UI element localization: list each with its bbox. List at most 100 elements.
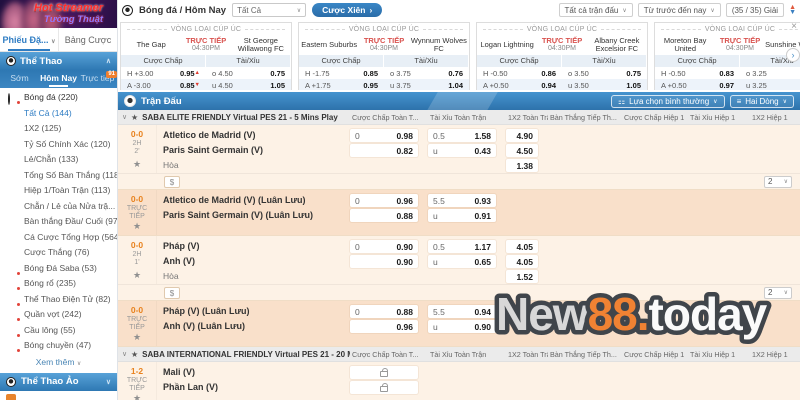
handicap-odds[interactable]: 0.97 [719, 80, 734, 90]
tab-live[interactable]: Trực tiếp 91 [78, 70, 117, 88]
over-under-line: o 3.25 [746, 68, 767, 78]
page-count-select[interactable]: 2 ∨ [764, 175, 792, 188]
over-under-odds[interactable]: 1.04 [448, 80, 463, 90]
card-odds-row: H -0.50 0.83 o 3.25 [655, 67, 800, 79]
sports-section-header[interactable]: Thể Thao ∧ [0, 52, 117, 70]
over-under-odds[interactable]: 0.75 [626, 68, 641, 78]
odds-slot [750, 380, 800, 395]
x12-odds-cell[interactable]: 4.90 [506, 129, 538, 142]
league-name: VÒNG LOẠI CÚP ÚC [299, 23, 469, 35]
favorite-star-icon[interactable]: ★ [132, 159, 142, 169]
star-icon[interactable]: ★ [131, 112, 139, 122]
favorite-star-icon[interactable]: ★ [132, 332, 142, 343]
sidebar-item[interactable]: Tổng Số Bàn Thắng (118) [0, 168, 117, 184]
handicap-odds-cell[interactable]: 0.88 [350, 209, 418, 222]
over-under-odds[interactable]: 1.05 [270, 80, 285, 90]
handicap-odds-cell[interactable]: 0 0.98 [350, 129, 418, 142]
sidebar-item-sport[interactable]: Bóng Đá Saba (53) [0, 261, 117, 277]
tab-bet-ticket[interactable]: Phiếu Đặ... ∨ [0, 28, 58, 51]
handicap-odds[interactable]: 0.94 [541, 80, 556, 90]
over-under-odds-cell[interactable]: u 0.90 [428, 320, 496, 334]
tab-early[interactable]: Sớm [10, 73, 29, 83]
favorite-star-icon[interactable]: ★ [132, 393, 142, 400]
handicap-odds[interactable]: 0.83 [719, 68, 734, 78]
favorite-star-icon[interactable]: ★ [132, 270, 142, 281]
sidebar-item[interactable]: Hiệp 1/Toàn Trận (113) [0, 183, 117, 199]
over-under-odds-cell[interactable]: 5.5 0.93 [428, 194, 496, 207]
handicap-odds[interactable]: 0.85 [363, 68, 378, 78]
handicap-odds-cell[interactable]: 0.82 [350, 144, 418, 157]
over-under-odds-cell[interactable]: 5.5 0.94 [428, 305, 496, 319]
sidebar-item-sport[interactable]: Quần vợt (242) [0, 307, 117, 323]
handicap-odds-cell[interactable]: 0 0.88 [350, 305, 418, 319]
handicap-odds-cell[interactable]: 0 0.96 [350, 194, 418, 207]
x12-odds-cell[interactable]: 1.52 [506, 270, 538, 284]
promo-banner[interactable]: Hot Streamer Tường Thuật [0, 0, 117, 28]
handicap-odds[interactable]: 0.95▲ [179, 68, 200, 78]
league-count-filter[interactable]: (35 / 35) Giải [725, 3, 785, 17]
favorite-star-icon[interactable]: ★ [132, 221, 142, 232]
team-name: Phần Lan (V) [163, 382, 219, 393]
over-under-odds-cell[interactable]: 0.5 1.58 [428, 129, 496, 142]
sidebar-item[interactable]: Tất Cả (144) [0, 106, 117, 122]
handicap-odds-cell[interactable]: 0.90 [350, 255, 418, 269]
match-group-footer: $2 ∨ [118, 284, 800, 300]
parlay-button[interactable]: Cược Xiên › [312, 3, 383, 17]
sidebar-item[interactable]: Tỷ Số Chính Xác (120) [0, 137, 117, 153]
tab-bet-board[interactable]: Bảng Cược [58, 28, 117, 51]
odds-slot [688, 319, 750, 334]
all-matches-filter[interactable]: Tất cả trận đấu ∨ [558, 3, 633, 17]
sidebar-item[interactable]: Cược Thắng (76) [0, 245, 117, 261]
handicap-odds[interactable]: 0.85▼ [179, 80, 200, 90]
show-more-button[interactable]: Xem thêm ∨ [0, 354, 117, 370]
over-under-odds[interactable]: 0.76 [448, 68, 463, 78]
over-under-odds-cell[interactable]: u 0.43 [428, 144, 496, 157]
sidebar-item[interactable]: Bàn thắng Đầu/ Cuối (97) [0, 214, 117, 230]
sidebar-item-football[interactable]: Bóng đá (220) [0, 90, 117, 106]
sidebar-item[interactable]: Cá Cược Tổng Hợp (564) [0, 230, 117, 246]
money-button[interactable]: $ [164, 175, 180, 188]
sidebar-item-sport[interactable]: Bóng chuyền (47) [0, 338, 117, 354]
handicap-odds[interactable]: 0.86 [541, 68, 556, 78]
teams-column: Pháp (V) (Luân Lưu) Anh (V) (Luân Lưu) [156, 301, 350, 346]
sidebar-item-sport[interactable]: Cầu lông (55) [0, 323, 117, 339]
sidebar-item[interactable]: Lẻ/Chẵn (133) [0, 152, 117, 168]
odds-slot [750, 304, 800, 319]
sidebar-item[interactable]: Chẵn / Lẻ của Nửa trậ... (105) [0, 199, 117, 215]
odds-slot [688, 158, 750, 173]
close-icon[interactable]: × [791, 22, 797, 32]
virtual-sports-header[interactable]: Thể Thao Ảo ∨ [0, 372, 117, 391]
odds-slot: 0.82 [350, 143, 428, 158]
over-under-odds-cell[interactable]: 0.5 1.17 [428, 240, 496, 254]
x12-odds-cell[interactable]: 4.05 [506, 255, 538, 269]
over-under-odds-cell[interactable]: u 0.65 [428, 255, 496, 269]
tab-today[interactable]: Hôm Nay [39, 70, 78, 88]
home-team-name: Eastern Suburbs [301, 40, 358, 49]
handicap-odds[interactable]: 0.95 [363, 80, 378, 90]
x12-odds-cell[interactable]: 1.38 [506, 159, 538, 172]
market-filter-select[interactable]: Tất Cả ∨ [232, 3, 307, 17]
notification-dot-icon [16, 270, 21, 276]
display-mode-button[interactable]: ⚏ Lựa chọn bình thường ∨ [610, 94, 725, 108]
money-button[interactable]: $ [164, 286, 180, 299]
over-under-odds-cell[interactable]: u 0.91 [428, 209, 496, 222]
over-under-odds[interactable]: 1.05 [626, 80, 641, 90]
handicap-odds-cell[interactable]: 0.96 [350, 320, 418, 334]
sidebar-item-sport[interactable]: Thể Thao Điện Tử (82) [0, 292, 117, 308]
sidebar-item[interactable]: 1X2 (125) [0, 121, 117, 137]
sort-icon[interactable]: ▲ ▼ [789, 4, 796, 16]
star-icon[interactable]: ★ [131, 349, 139, 359]
league-section-header[interactable]: ∨ ★ SABA INTERNATIONAL FRIENDLY Virtual PE… [118, 347, 800, 363]
next-arrow-icon[interactable]: › [786, 48, 800, 62]
sidebar-item-sport[interactable]: Bóng rổ (235) [0, 276, 117, 292]
page-count-select[interactable]: 2 ∨ [764, 286, 792, 299]
league-section-header[interactable]: ∨ ★ SABA ELITE FRIENDLY Virtual PES 21 - 5… [118, 110, 800, 125]
handicap-odds-cell[interactable]: 0 0.90 [350, 240, 418, 254]
x12-odds-cell[interactable]: 4.50 [506, 144, 538, 157]
odds-slot: 0.5 1.17 [428, 239, 506, 254]
x12-odds-cell[interactable]: 4.05 [506, 240, 538, 254]
chevron-up-icon: ∧ [105, 58, 111, 65]
date-range-filter[interactable]: Từ trước đến nay ∨ [637, 3, 721, 17]
over-under-odds[interactable]: 0.75 [270, 68, 285, 78]
row-mode-button[interactable]: ≡ Hai Dòng ∨ [729, 94, 794, 108]
